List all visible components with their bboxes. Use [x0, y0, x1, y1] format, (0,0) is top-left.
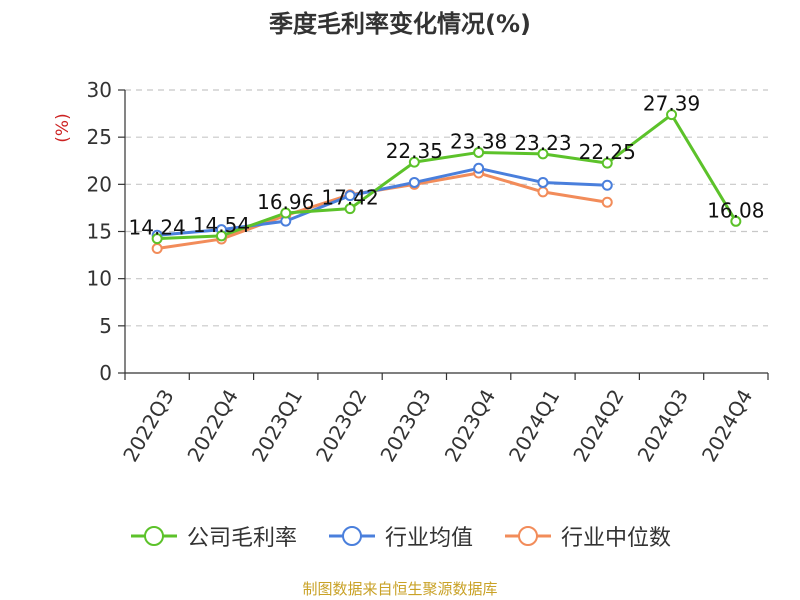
legend: 公司毛利率 行业均值 行业中位数 — [0, 520, 800, 552]
x-tick-label: 2024Q2 — [568, 385, 628, 466]
legend-label: 行业均值 — [384, 526, 473, 551]
data-label: 22.25 — [579, 140, 636, 164]
data-point — [601, 157, 613, 169]
series-line — [157, 166, 608, 237]
x-tick-label: 2024Q3 — [633, 385, 693, 466]
legend-item[interactable]: 行业中位数 — [503, 520, 671, 552]
data-point — [344, 190, 356, 202]
x-tick-label: 2022Q4 — [182, 385, 242, 466]
legend-label: 公司毛利率 — [186, 526, 297, 551]
data-point — [151, 233, 163, 245]
data-point — [537, 176, 549, 188]
x-tick-label: 2023Q4 — [440, 385, 500, 466]
data-point — [473, 146, 485, 158]
data-label: 14.54 — [193, 213, 250, 237]
y-tick-label: 30 — [87, 78, 112, 102]
legend-item[interactable]: 行业均值 — [327, 520, 473, 552]
series-line — [157, 113, 738, 241]
y-tick-label: 25 — [87, 125, 112, 149]
data-label: 16.08 — [707, 198, 764, 222]
y-tick-label: 20 — [87, 172, 112, 196]
data-point — [537, 148, 549, 160]
y-tick-label: 10 — [87, 267, 112, 291]
grid-lines — [125, 89, 768, 327]
data-point — [408, 156, 420, 168]
x-tick-label: 2023Q2 — [311, 385, 371, 466]
data-point — [408, 176, 420, 188]
data-label: 27.39 — [643, 92, 700, 116]
x-tick-label: 2024Q4 — [697, 385, 757, 466]
series-points — [151, 109, 742, 254]
data-label: 14.24 — [129, 216, 186, 240]
legend-label: 行业中位数 — [561, 526, 672, 551]
data-point — [280, 207, 292, 219]
y-tick-label: 15 — [87, 220, 112, 244]
x-tick-label: 2022Q3 — [118, 385, 178, 466]
legend-marker-icon — [130, 526, 177, 546]
data-labels: 14.24 14.54 16.96 17.42 22.35 23.38 23.23 22.25… — [129, 92, 765, 240]
data-point — [215, 230, 227, 242]
x-tick-label: 2023Q1 — [247, 385, 307, 466]
legend-marker-icon — [328, 526, 375, 546]
x-tick-label: 2023Q3 — [375, 385, 435, 466]
series-lines — [156, 113, 738, 250]
data-label: 23.38 — [450, 129, 507, 153]
data-point — [601, 179, 613, 191]
data-label: 22.35 — [386, 139, 443, 163]
data-point — [151, 242, 163, 254]
data-point — [666, 109, 678, 121]
data-label: 17.42 — [321, 186, 378, 210]
chart-title: 季度毛利率变化情况(%) — [269, 10, 531, 38]
data-point — [344, 203, 356, 215]
data-label: 16.96 — [257, 190, 314, 214]
data-point — [537, 186, 549, 198]
legend-item[interactable]: 公司毛利率 — [129, 520, 297, 552]
data-point — [730, 215, 742, 227]
y-tick-label: 5 — [99, 314, 112, 338]
source-note: 制图数据来自恒生聚源数据库 — [302, 580, 498, 598]
data-point — [473, 162, 485, 174]
data-point — [601, 196, 613, 208]
y-tick-label: 0 — [99, 361, 112, 385]
x-tick-label: 2024Q1 — [504, 385, 564, 466]
data-label: 23.23 — [514, 131, 571, 155]
y-axis-label: (%) — [53, 113, 73, 142]
legend-marker-icon — [505, 526, 551, 546]
